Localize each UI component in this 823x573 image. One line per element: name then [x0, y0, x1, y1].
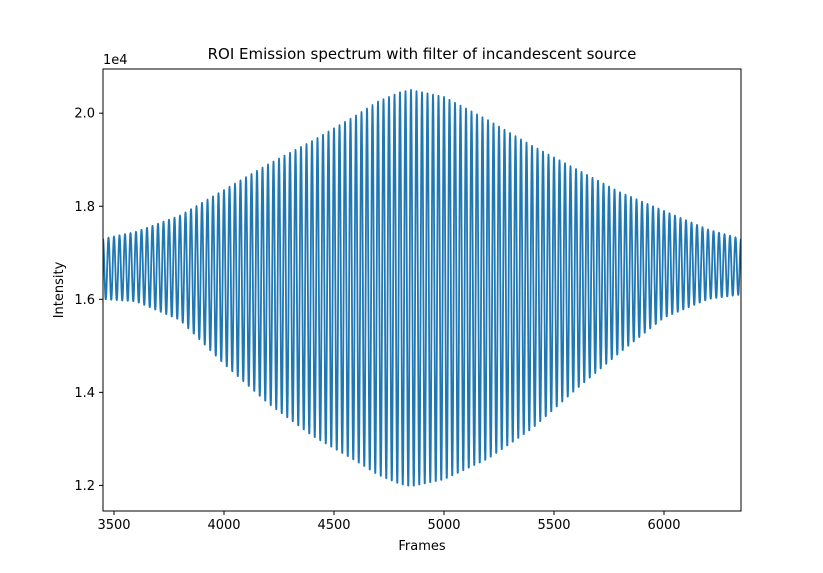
x-tick-label: 5500 [537, 518, 570, 533]
y-tick-label: 1.2 [74, 479, 95, 494]
x-axis-label: Frames [398, 539, 446, 554]
series-intensity-line [103, 89, 741, 487]
chart-title: ROI Emission spectrum with filter of inc… [208, 45, 637, 63]
x-tick-label: 4500 [317, 518, 350, 533]
y-tick-label: 2.0 [74, 107, 95, 122]
y-tick-label: 1.8 [74, 200, 95, 215]
y-offset-label: 1e4 [103, 53, 128, 68]
y-axis-label: Intensity [52, 261, 67, 318]
y-tick-label: 1.4 [74, 386, 95, 401]
x-tick-label: 4000 [207, 518, 240, 533]
x-tick-label: 6000 [647, 518, 680, 533]
axes-frame [102, 68, 742, 512]
y-tick-label: 1.6 [74, 293, 95, 308]
x-tick-label: 3500 [97, 518, 130, 533]
ticks-layer: 3500 4000 4500 5000 5500 6000 1.2 1.4 1.6 1.8 2.0 [74, 107, 680, 533]
x-tick-label: 5000 [427, 518, 460, 533]
